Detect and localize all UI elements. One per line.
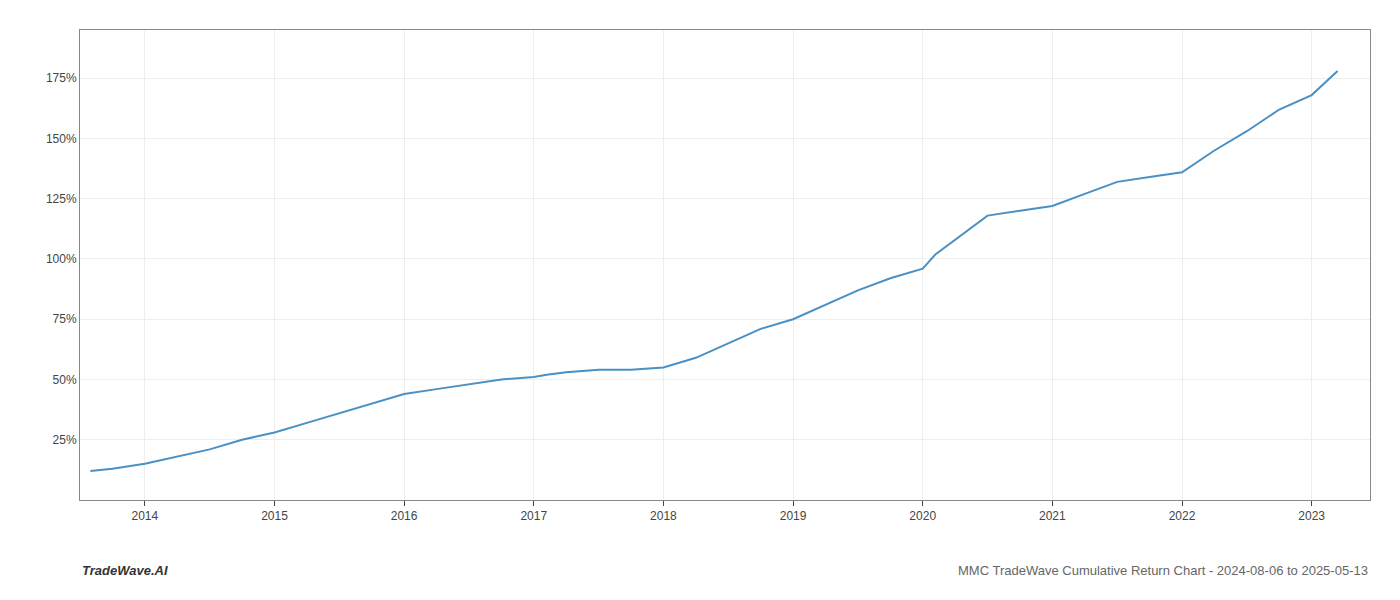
svg-text:150%: 150%: [46, 132, 77, 146]
svg-text:125%: 125%: [46, 192, 77, 206]
svg-text:25%: 25%: [53, 433, 77, 447]
svg-text:2023: 2023: [1298, 509, 1325, 523]
svg-text:2017: 2017: [520, 509, 547, 523]
svg-text:100%: 100%: [46, 252, 77, 266]
svg-text:2022: 2022: [1169, 509, 1196, 523]
svg-text:2015: 2015: [261, 509, 288, 523]
svg-text:175%: 175%: [46, 71, 77, 85]
svg-text:75%: 75%: [53, 312, 77, 326]
svg-text:2018: 2018: [650, 509, 677, 523]
svg-text:2014: 2014: [131, 509, 158, 523]
svg-text:2016: 2016: [391, 509, 418, 523]
svg-text:2019: 2019: [780, 509, 807, 523]
svg-text:TradeWave.AI: TradeWave.AI: [82, 563, 168, 578]
svg-text:50%: 50%: [53, 373, 77, 387]
svg-text:2020: 2020: [909, 509, 936, 523]
svg-text:2021: 2021: [1039, 509, 1066, 523]
svg-text:MMC TradeWave Cumulative Retur: MMC TradeWave Cumulative Return Chart - …: [958, 563, 1368, 578]
